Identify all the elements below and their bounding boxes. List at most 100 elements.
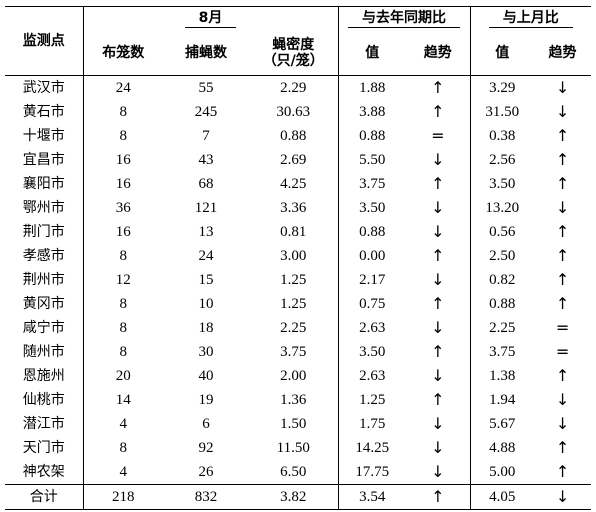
mom-trend-arrow: ↑: [555, 150, 570, 169]
flies-cell: 19: [198, 391, 214, 408]
mom-trend-arrow: ↑: [555, 438, 570, 457]
table-row: 孝感市 8 24 3.00 0.00 ↑ 2.50 ↑: [5, 244, 591, 268]
table-row: 潜江市 4 6 1.50 1.75 ↓ 5.67 ↓: [5, 412, 591, 436]
yoy-trend-arrow: ↓: [431, 270, 445, 289]
cages-cell: 8: [82, 436, 163, 460]
cages-cell: 12: [82, 268, 163, 292]
yoy-trend-arrow: ↑: [431, 174, 445, 193]
mom-value-cell: 2.25: [469, 316, 535, 340]
flies-cell: 15: [198, 271, 214, 288]
cages-cell: 16: [82, 172, 163, 196]
flies-cell: 18: [198, 319, 214, 336]
yoy-value-cell: 1.88: [337, 75, 407, 100]
yoy-value-cell: 3.50: [337, 340, 407, 364]
flies-cell: 245: [194, 103, 218, 120]
density-cell: 0.88: [280, 127, 307, 144]
yoy-value-cell: 0.00: [337, 244, 407, 268]
header-cages: 布笼数: [82, 31, 163, 76]
flies-cell: 43: [198, 151, 214, 168]
cages-cell: 16: [82, 148, 163, 172]
city-cell: 黄石市: [22, 104, 65, 120]
yoy-trend-arrow: ↓: [431, 150, 445, 169]
header-site: 监测点: [5, 6, 83, 76]
yoy-trend-arrow: ↑: [431, 342, 445, 361]
yoy-value-cell: 2.17: [337, 268, 407, 292]
table-row: 宜昌市 16 43 2.69 5.50 ↓ 2.56 ↑: [5, 148, 591, 172]
flies-cell: 92: [198, 439, 214, 456]
city-cell: 宜昌市: [22, 152, 65, 168]
flies-cell: 121: [194, 199, 218, 216]
density-cell: 3.36: [280, 199, 307, 216]
mom-value-cell: 2.56: [469, 148, 535, 172]
yoy-trend-arrow: ↑: [431, 78, 445, 97]
table-row: 咸宁市 8 18 2.25 2.63 ↓ 2.25 =: [5, 316, 591, 340]
mom-trend-arrow: ↓: [555, 198, 570, 217]
table-row: 荆门市 16 13 0.81 0.88 ↓ 0.56 ↑: [5, 220, 591, 244]
fly-density-table: 监测点 8月 与去年同期比 与上月比 布笼数 捕蝇数 蝇密度 （只/笼） 值 趋势…: [5, 6, 592, 510]
cages-cell: 36: [82, 196, 163, 220]
density-cell: 1.25: [280, 295, 307, 312]
mom-trend-arrow: ↑: [555, 366, 570, 385]
header-flies: 捕蝇数: [163, 31, 249, 76]
mom-value-cell: 4.88: [469, 436, 535, 460]
mom-value-cell: 0.56: [469, 220, 535, 244]
city-cell: 天门市: [22, 440, 65, 456]
table-body: 武汉市 24 55 2.29 1.88 ↑ 3.29 ↓ 黄石市 8 245 3…: [5, 75, 591, 485]
table-row: 天门市 8 92 11.50 14.25 ↓ 4.88 ↑: [5, 436, 591, 460]
yoy-trend-arrow: =: [431, 126, 445, 145]
mom-value-cell: 0.82: [469, 268, 535, 292]
yoy-trend-arrow: ↓: [431, 366, 445, 385]
yoy-value-cell: 17.75: [337, 460, 407, 485]
total-mom-value: 4.05: [469, 484, 535, 510]
mom-value-cell: 0.38: [469, 124, 535, 148]
mom-value-cell: 2.50: [469, 244, 535, 268]
density-cell: 1.36: [280, 391, 307, 408]
cages-cell: 8: [82, 292, 163, 316]
header-mom-value: 值: [469, 31, 535, 76]
city-cell: 荆州市: [22, 272, 65, 288]
density-cell: 2.69: [280, 151, 307, 168]
total-density: 3.82: [249, 484, 339, 510]
cages-cell: 8: [82, 244, 163, 268]
header-month-group: 8月: [82, 6, 339, 31]
mom-trend-arrow: ↑: [555, 174, 570, 193]
density-cell: 3.00: [280, 247, 307, 264]
table-row: 十堰市 8 7 0.88 0.88 = 0.38 ↑: [5, 124, 591, 148]
total-flies: 832: [163, 484, 249, 510]
total-yoy-trend-arrow: ↑: [406, 484, 471, 510]
yoy-trend-arrow: ↓: [431, 198, 445, 217]
yoy-trend-arrow: ↓: [431, 222, 445, 241]
mom-value-cell: 5.00: [469, 460, 535, 485]
city-cell: 随州市: [22, 344, 65, 360]
mom-value-cell: 31.50: [469, 100, 535, 124]
cages-cell: 4: [82, 460, 163, 485]
mom-trend-arrow: ↑: [555, 270, 570, 289]
density-cell: 1.50: [280, 415, 307, 432]
header-yoy-trend: 趋势: [406, 31, 471, 76]
city-cell: 仙桃市: [22, 392, 65, 408]
city-cell: 鄂州市: [22, 200, 65, 216]
total-label: 合计: [5, 484, 83, 510]
yoy-value-cell: 2.63: [337, 364, 407, 388]
density-cell: 2.29: [280, 79, 307, 96]
yoy-trend-arrow: ↓: [431, 318, 445, 337]
city-cell: 十堰市: [22, 128, 65, 144]
header-yoy-value: 值: [337, 31, 407, 76]
city-cell: 襄阳市: [22, 176, 65, 192]
density-cell: 2.00: [280, 367, 307, 384]
cages-cell: 8: [82, 100, 163, 124]
yoy-trend-arrow: ↑: [431, 390, 445, 409]
city-cell: 武汉市: [22, 80, 65, 96]
table-row: 恩施州 20 40 2.00 2.63 ↓ 1.38 ↑: [5, 364, 591, 388]
density-cell: 1.25: [280, 271, 307, 288]
table-row: 仙桃市 14 19 1.36 1.25 ↑ 1.94 ↓: [5, 388, 591, 412]
cages-cell: 4: [82, 412, 163, 436]
cages-cell: 20: [82, 364, 163, 388]
mom-trend-arrow: ↓: [555, 390, 570, 409]
yoy-value-cell: 3.88: [337, 100, 407, 124]
yoy-value-cell: 1.25: [337, 388, 407, 412]
mom-value-cell: 0.88: [469, 292, 535, 316]
city-cell: 孝感市: [22, 248, 65, 264]
total-row: 合计 218 832 3.82 3.54 ↑ 4.05 ↓: [5, 484, 592, 510]
